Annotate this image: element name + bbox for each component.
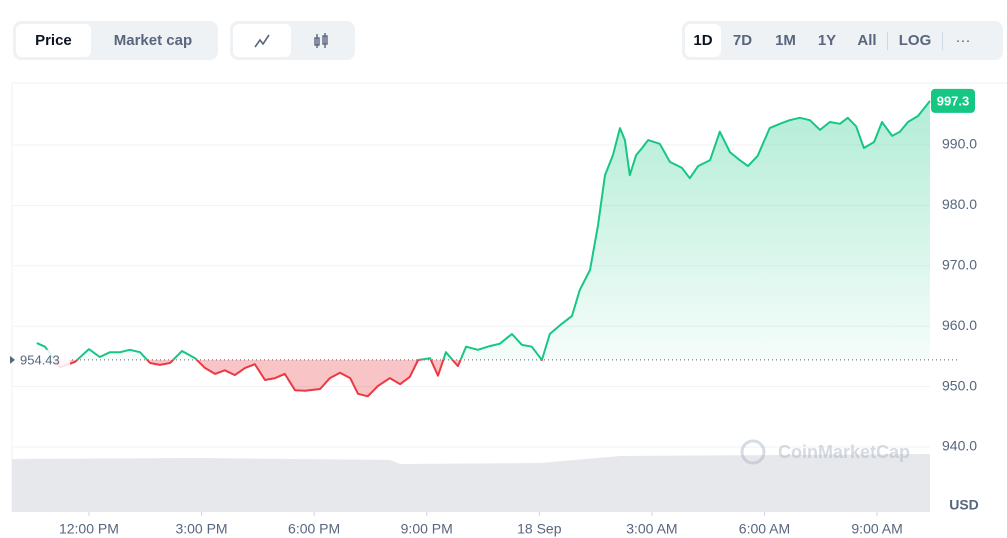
y-tick-label: 960.0: [942, 317, 977, 333]
divider: [942, 31, 943, 50]
range-button[interactable]: 7D: [732, 32, 753, 49]
range-button[interactable]: 1Y: [817, 32, 837, 49]
price-badge: [931, 88, 975, 113]
tab[interactable]: Price: [16, 24, 91, 57]
x-tick-label: 3:00 AM: [626, 521, 677, 537]
y-tick-label: 940.0: [942, 438, 977, 454]
watermark: CoinMarketCap: [740, 439, 910, 465]
x-tick-label: 3:00 PM: [175, 521, 227, 537]
y-tick-label: 950.0: [942, 377, 977, 393]
range-button[interactable]: All: [857, 32, 877, 49]
price-area: [36, 100, 930, 397]
plot: 940.0 950.0 960.0 970.0 980.0 990.0 12:00 PM 3:…: [12, 100, 977, 537]
price-badge-label: 997.3: [937, 93, 970, 108]
y-tick-label: 980.0: [942, 196, 977, 212]
range-button[interactable]: 1D: [685, 24, 721, 57]
line-chart-button[interactable]: [233, 24, 291, 57]
price-line: [36, 100, 931, 398]
baseline-marker: [10, 355, 15, 364]
range-group: 1D 7D 1M 1Y All LOG ···: [682, 21, 1003, 60]
x-tick-label: 18 Sep: [517, 521, 562, 537]
volume-area: [12, 454, 930, 512]
baseline-label-bg: [14, 349, 70, 370]
candle-icon: [314, 32, 328, 48]
more-button[interactable]: ···: [955, 32, 971, 49]
tab-group: Price Market cap: [13, 21, 218, 60]
line-icon: [254, 34, 270, 47]
x-tick-label: 12:00 PM: [59, 521, 119, 537]
x-tick-label: 9:00 AM: [851, 521, 902, 537]
y-tick-label: 990.0: [942, 136, 977, 152]
divider: [887, 31, 888, 50]
x-tick-label: 9:00 PM: [401, 521, 453, 537]
tab[interactable]: Market cap: [113, 32, 193, 49]
log-button[interactable]: LOG: [898, 32, 932, 49]
range-button[interactable]: 1M: [775, 32, 796, 49]
candle-chart-button[interactable]: [291, 24, 352, 57]
watermark-text: CoinMarketCap: [778, 442, 910, 462]
y-tick-label: 970.0: [942, 256, 977, 272]
y-axis-label: USD: [949, 497, 979, 513]
chart-type-group: [230, 21, 355, 60]
x-tick-label: 6:00 AM: [739, 521, 790, 537]
baseline-label: 954.43: [20, 352, 60, 367]
x-tick-label: 6:00 PM: [288, 521, 340, 537]
